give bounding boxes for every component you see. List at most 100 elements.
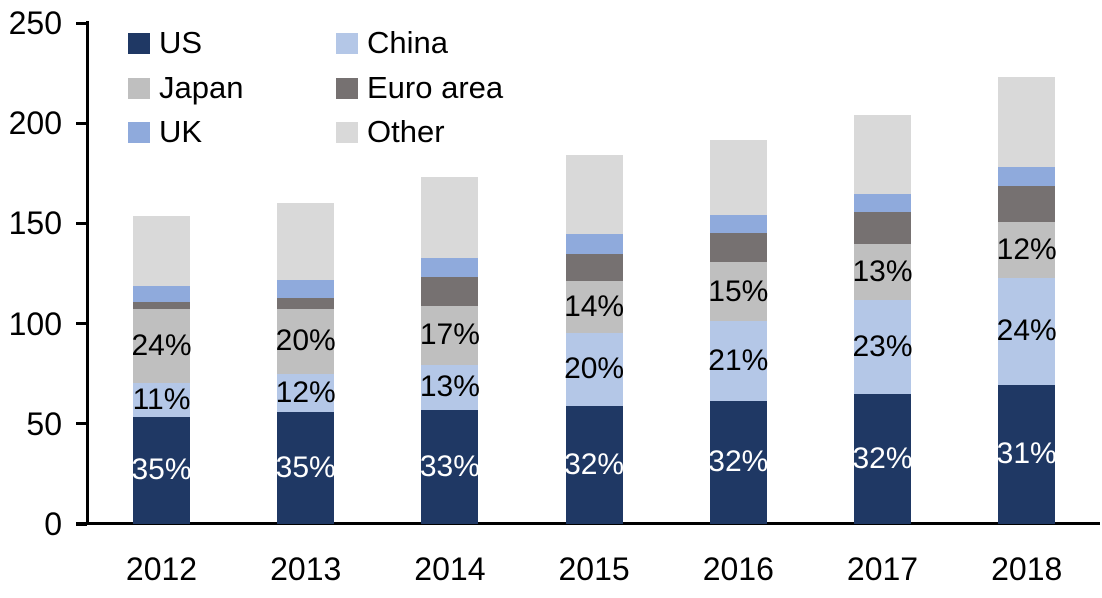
bar-segment-label-china: 13%	[419, 370, 480, 404]
bar-segment-japan[interactable]	[277, 308, 335, 374]
y-tick-label: 250	[8, 5, 62, 41]
bar-segment-uk[interactable]	[565, 234, 623, 255]
bar-segment-us[interactable]	[277, 411, 335, 524]
legend-swatch-us	[128, 32, 150, 54]
bar-segment-euro-area[interactable]	[709, 233, 767, 263]
x-tick-label: 2015	[558, 551, 630, 587]
y-tick-label: 200	[8, 105, 62, 142]
bar-segment-label-us: 35%	[131, 453, 192, 487]
bar-segment-euro-area[interactable]	[277, 297, 335, 309]
bar-segment-uk[interactable]	[421, 258, 479, 277]
bar-segment-us[interactable]	[565, 405, 623, 524]
legend-swatch-other	[336, 121, 358, 143]
bar-segment-label-us: 35%	[275, 450, 336, 484]
bar-segment-label-us: 33%	[419, 449, 480, 483]
bar-segment-other[interactable]	[133, 216, 190, 286]
bar-segment-label-china: 20%	[564, 352, 625, 386]
legend-swatch-china	[336, 32, 358, 54]
bar-segment-china[interactable]	[133, 382, 190, 417]
bar-segment-euro-area[interactable]	[998, 186, 1056, 223]
bar-segment-euro-area[interactable]	[565, 254, 623, 281]
bar-segment-uk[interactable]	[277, 279, 335, 298]
bar-segment-other[interactable]	[998, 77, 1056, 168]
bar-segment-label-us: 32%	[852, 441, 913, 475]
bar-segment-us[interactable]	[421, 409, 479, 524]
bar-segment-china[interactable]	[421, 364, 479, 410]
bar-segment-us[interactable]	[998, 384, 1056, 524]
y-axis-tick	[76, 21, 87, 25]
bar-segment-japan[interactable]	[421, 305, 479, 365]
bar-segment-japan[interactable]	[998, 222, 1056, 278]
legend-item-other[interactable]: Other	[336, 116, 445, 148]
bar-segment-label-china: 23%	[852, 329, 913, 363]
legend-label-uk: UK	[159, 114, 203, 149]
x-tick-label: 2014	[414, 551, 486, 587]
bar-segment-label-japan: 20%	[275, 324, 336, 358]
bar-segment-japan[interactable]	[133, 308, 190, 383]
legend-item-china[interactable]: China	[336, 27, 448, 59]
x-tick-label: 2013	[270, 551, 342, 587]
bar-segment-label-japan: 24%	[131, 328, 192, 362]
bar-segment-other[interactable]	[709, 140, 767, 216]
bar-segment-label-china: 24%	[996, 314, 1057, 348]
legend-label-japan: Japan	[159, 70, 244, 105]
bar-segment-china[interactable]	[565, 332, 623, 406]
y-tick-label: 0	[44, 506, 62, 542]
bar-segment-label-us: 31%	[996, 437, 1057, 471]
bar-segment-label-china: 12%	[275, 375, 336, 409]
bar-segment-label-japan: 15%	[708, 274, 769, 308]
bar-segment-uk[interactable]	[998, 167, 1056, 187]
x-tick-label: 2012	[125, 551, 198, 587]
bar-segment-uk[interactable]	[709, 215, 767, 234]
legend-item-japan[interactable]: Japan	[128, 72, 243, 104]
bar-segment-china[interactable]	[998, 277, 1056, 385]
bar-segment-label-china: 21%	[708, 343, 769, 377]
bar-segment-label-us: 32%	[564, 447, 625, 481]
legend-item-us[interactable]: US	[128, 27, 202, 59]
legend-label-other: Other	[367, 114, 445, 149]
bar-segment-label-japan: 13%	[852, 254, 913, 288]
y-tick-label: 50	[26, 405, 62, 442]
bar-segment-euro-area[interactable]	[421, 276, 479, 306]
bar-segment-euro-area[interactable]	[133, 301, 190, 309]
bar-segment-japan[interactable]	[709, 262, 767, 321]
bar-segment-japan[interactable]	[854, 244, 911, 300]
x-tick-label: 2018	[991, 551, 1063, 587]
bar-segment-euro-area[interactable]	[854, 212, 911, 245]
bar-segment-other[interactable]	[854, 115, 911, 195]
legend-label-china: China	[367, 25, 448, 60]
legend-label-us: US	[159, 25, 203, 60]
bar-segment-china[interactable]	[854, 299, 911, 394]
bar-segment-other[interactable]	[277, 203, 335, 280]
bar-segment-us[interactable]	[709, 400, 767, 524]
y-axis-tick	[76, 121, 87, 125]
y-axis-tick	[76, 422, 87, 426]
y-tick-label: 150	[8, 205, 62, 242]
legend-swatch-euro-area	[336, 77, 358, 99]
x-tick-label: 2017	[846, 551, 919, 587]
bar-segment-other[interactable]	[421, 177, 479, 259]
bar-segment-uk[interactable]	[133, 285, 190, 302]
bar-segment-other[interactable]	[565, 155, 623, 235]
legend-item-euro-area[interactable]: Euro area	[336, 72, 503, 104]
legend-label-euro-area: Euro area	[367, 70, 504, 105]
bar-segment-label-japan: 14%	[564, 289, 625, 323]
bar-segment-label-china: 11%	[132, 382, 191, 416]
bar-segment-china[interactable]	[277, 373, 335, 412]
legend-swatch-japan	[128, 77, 150, 99]
bar-segment-china[interactable]	[709, 320, 767, 401]
bar-segment-japan[interactable]	[565, 280, 623, 333]
bar-segment-us[interactable]	[854, 393, 911, 524]
y-axis-tick	[76, 322, 87, 326]
bar-segment-label-japan: 17%	[419, 318, 480, 352]
bar-segment-uk[interactable]	[854, 194, 911, 213]
y-axis-line	[86, 21, 89, 524]
y-axis-tick	[76, 522, 87, 526]
bar-segment-label-japan: 12%	[996, 232, 1057, 266]
y-tick-label: 100	[8, 305, 62, 342]
x-tick-label: 2016	[702, 551, 774, 587]
legend-item-uk[interactable]: UK	[128, 116, 202, 148]
legend-swatch-uk	[128, 121, 150, 143]
bar-segment-us[interactable]	[133, 416, 190, 524]
